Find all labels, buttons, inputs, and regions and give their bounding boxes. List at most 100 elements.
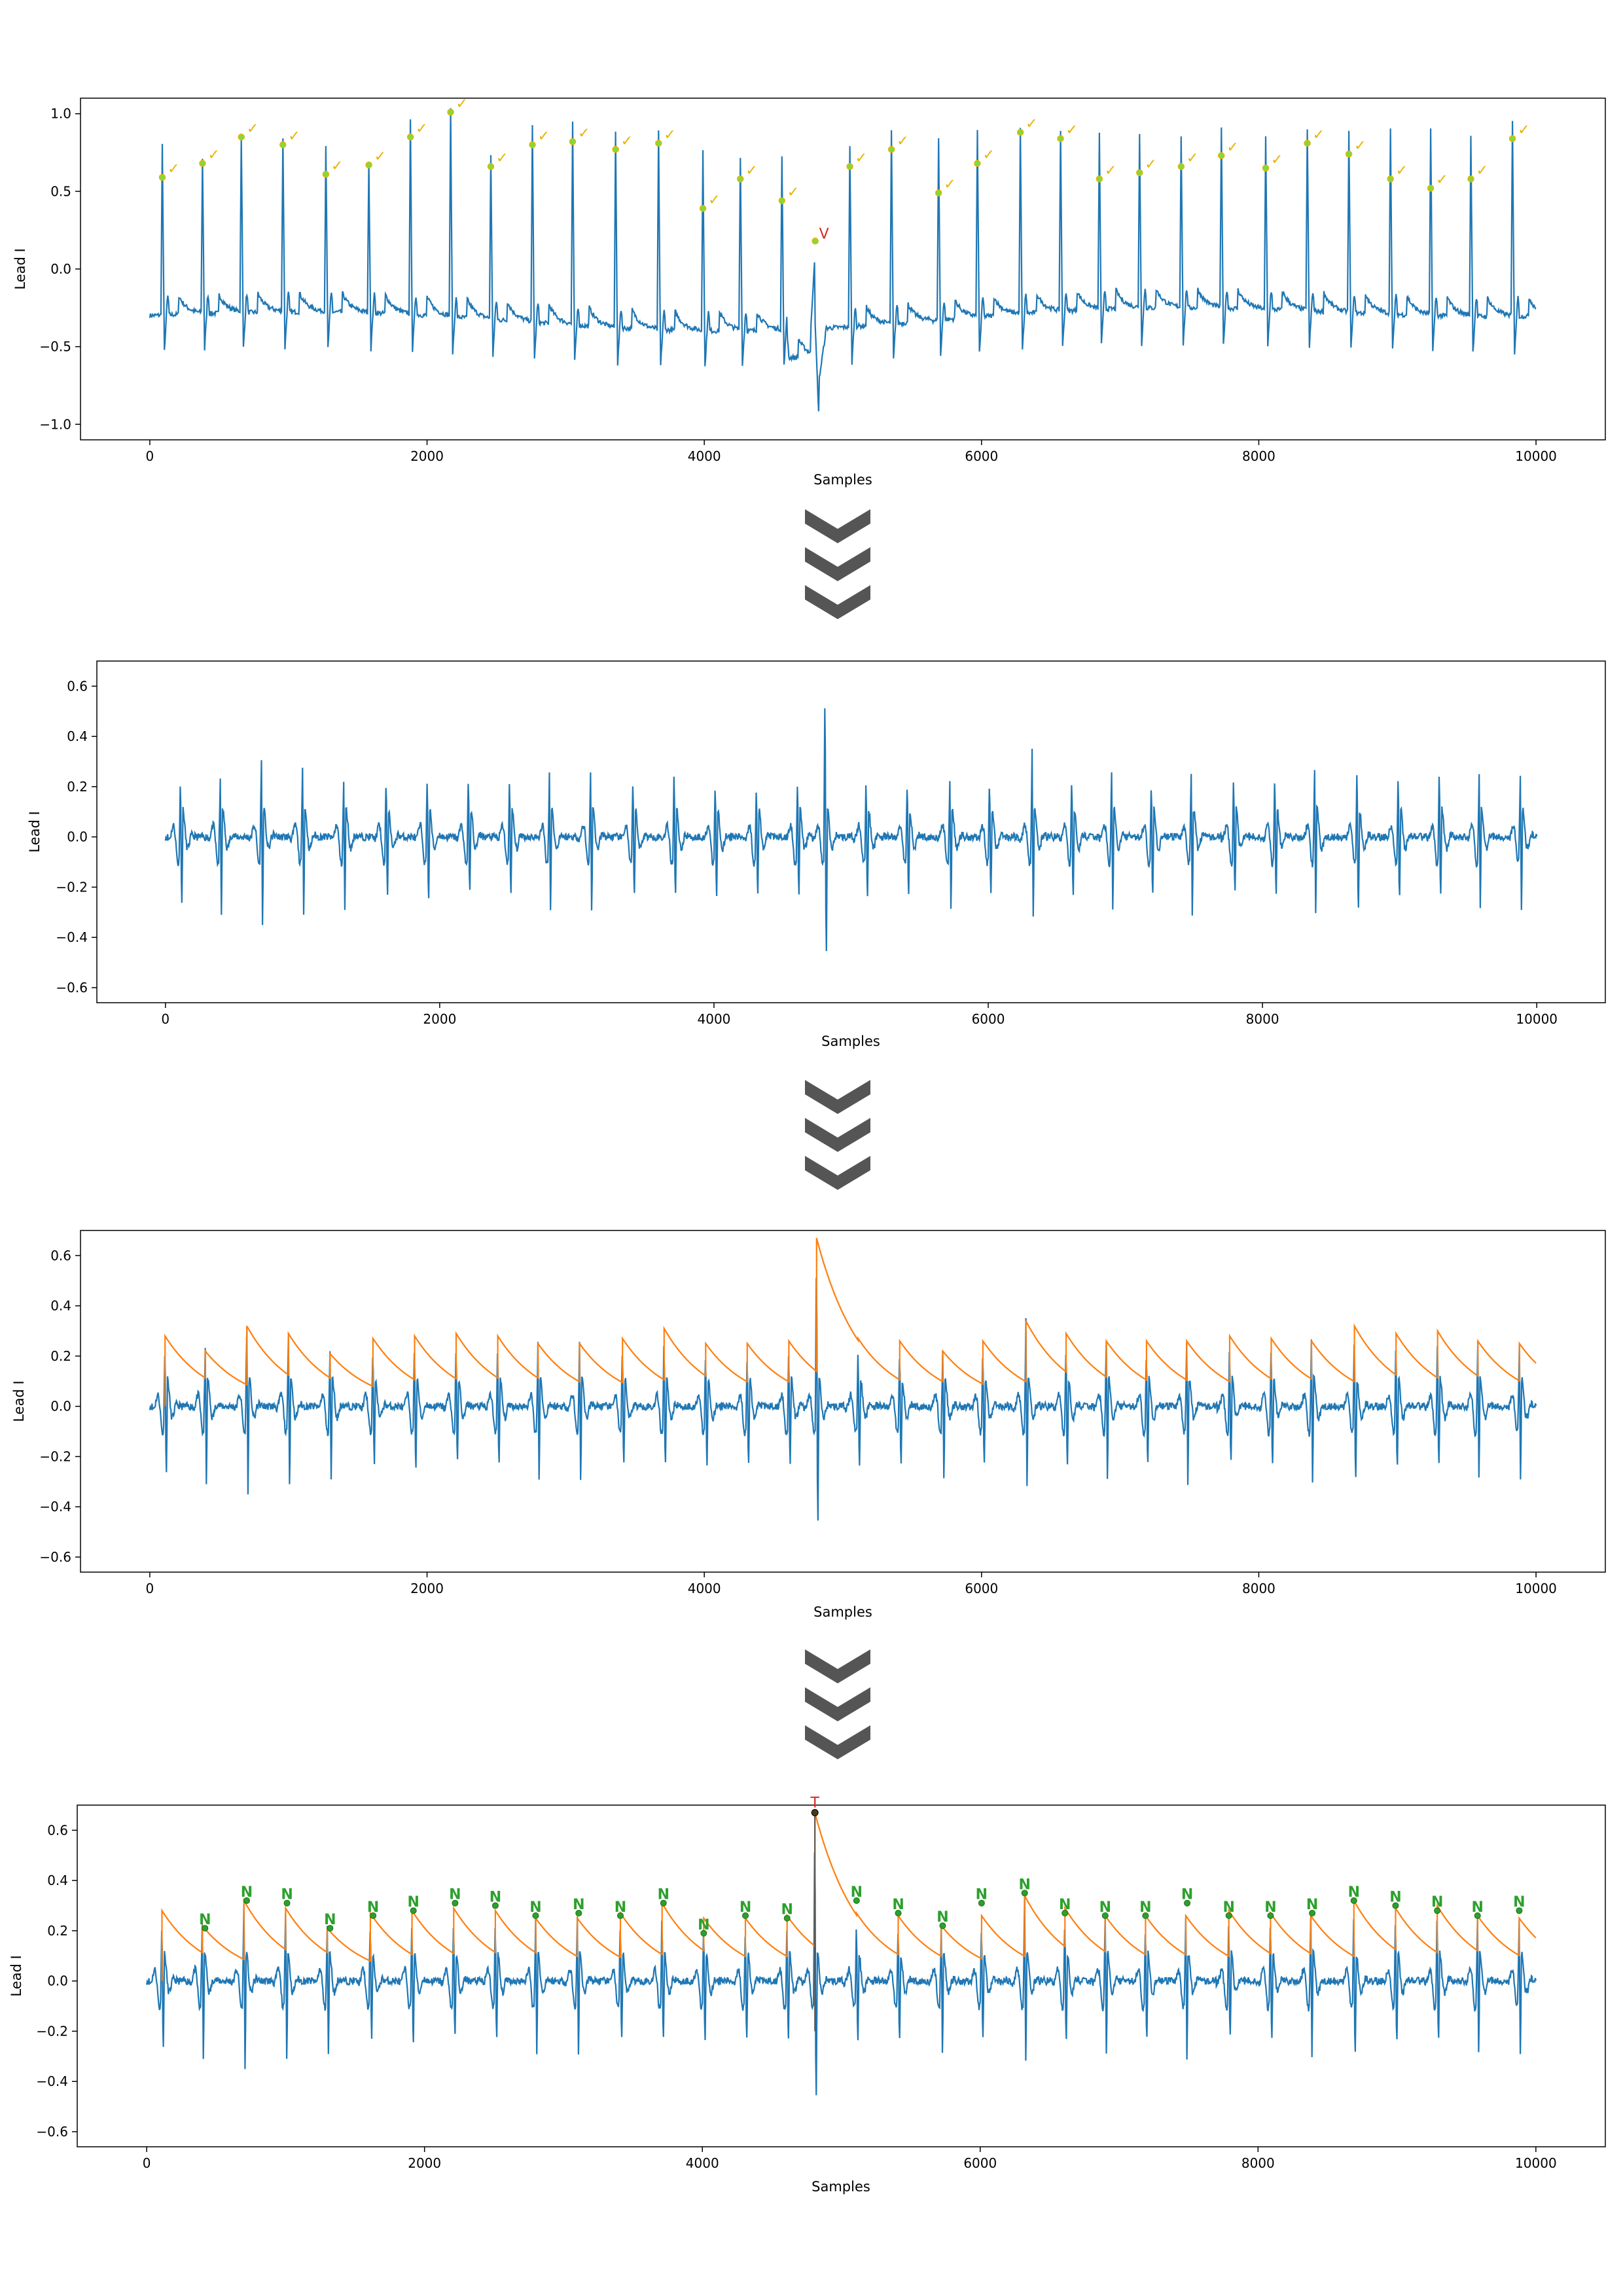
beat-marker (887, 146, 895, 153)
beat-label: ✓ (1354, 137, 1366, 154)
beat-label: ✓ (374, 149, 386, 165)
x-tick-label: 4000 (688, 1581, 721, 1596)
beat-marker (1177, 163, 1185, 170)
envelope-line (164, 1238, 1537, 1407)
beat-marker (1184, 1899, 1191, 1907)
beat-label: ✓ (982, 147, 994, 164)
x-tick-label: 8000 (1246, 1011, 1279, 1027)
beat-marker (1345, 151, 1353, 158)
y-tick-label: −0.4 (39, 1499, 71, 1515)
beat-marker (283, 1899, 291, 1907)
beat-marker (569, 138, 577, 145)
beat-marker (660, 1899, 667, 1907)
beat-label: N (936, 1909, 948, 1926)
beat-label: ✓ (1396, 162, 1408, 179)
beat-marker (1427, 185, 1435, 192)
beat-label: ✓ (897, 133, 908, 149)
beat-label: ✓ (1105, 162, 1116, 179)
beat-label: ✓ (1313, 127, 1325, 143)
beat-marker (1061, 1910, 1069, 1917)
beat-label: ✓ (331, 158, 343, 174)
beat-label: N (1099, 1899, 1111, 1916)
beat-marker (1508, 135, 1516, 142)
beat-label: ✓ (1186, 150, 1198, 166)
y-tick-label: −0.4 (56, 929, 88, 945)
y-tick-label: −0.6 (56, 980, 88, 996)
beat-marker (243, 1897, 250, 1904)
beat-marker (202, 1925, 209, 1932)
beat-label: ✓ (1436, 172, 1448, 188)
beat-marker (699, 205, 707, 212)
plot-frame (96, 660, 1606, 1003)
beat-marker (1225, 1912, 1232, 1919)
y-tick-label: −0.6 (39, 1549, 71, 1565)
x-axis-label: Samples (812, 2179, 870, 2195)
y-tick-label: 0.2 (67, 779, 88, 795)
y-tick-label: −1.0 (39, 416, 71, 432)
y-tick-label: −0.5 (39, 339, 71, 355)
beat-marker (370, 1912, 377, 1919)
beat-marker (1350, 1897, 1357, 1904)
beat-label: N (367, 1899, 379, 1916)
beat-label: ✓ (1271, 152, 1283, 168)
y-axis-label: Lead I (12, 248, 28, 289)
beat-label: N (529, 1899, 541, 1916)
y-axis-label: Lead I (9, 1955, 24, 1996)
x-tick-label: 8000 (1242, 1581, 1275, 1596)
beat-label: N (573, 1897, 584, 1913)
beat-marker (238, 134, 245, 141)
beat-marker (1101, 1912, 1109, 1919)
filtered-signal-line (149, 1278, 1537, 1521)
y-tick-label: −0.2 (39, 1448, 71, 1464)
ectopic-marker (811, 1809, 819, 1817)
beat-marker (778, 197, 786, 204)
beat-label: N (281, 1887, 293, 1903)
beat-label: ✓ (578, 125, 590, 141)
beat-marker (1142, 1912, 1149, 1919)
beat-label: N (1431, 1894, 1443, 1910)
beat-marker (939, 1922, 946, 1929)
y-tick-label: −0.6 (36, 2124, 68, 2140)
y-axis-label: Lead I (11, 1380, 27, 1422)
beat-marker (655, 139, 662, 147)
beat-marker (199, 160, 206, 167)
beat-label: ✓ (855, 150, 867, 166)
y-tick-label: −0.2 (36, 2023, 68, 2039)
beat-marker (1016, 128, 1024, 136)
filtered-signal-line (164, 708, 1538, 952)
x-tick-label: 4000 (698, 1011, 731, 1027)
beat-label: ✓ (1066, 122, 1078, 139)
beat-marker (1516, 1907, 1523, 1914)
y-tick-label: 1.0 (50, 106, 71, 122)
beat-marker (447, 109, 454, 116)
beat-marker (616, 1912, 624, 1919)
beat-label: ✓ (621, 133, 633, 149)
ecg-signal-line (149, 108, 1537, 412)
beat-marker (1467, 175, 1474, 183)
axis-ticks: 0 2000 4000 6000 8000 10000 −0.6 −0.4 −0.2 0.0 0.2… (56, 678, 1558, 1027)
beat-marker (1057, 135, 1064, 142)
beat-marker (158, 173, 166, 181)
plot-frame (77, 1804, 1606, 2147)
x-tick-label: 2000 (423, 1011, 456, 1027)
beat-label: ✓ (1026, 116, 1037, 132)
x-tick-label: 4000 (686, 2155, 719, 2171)
beat-marker (410, 1907, 417, 1914)
beat-marker (1474, 1912, 1481, 1919)
beat-marker (1267, 1912, 1274, 1919)
y-tick-label: 0.6 (67, 678, 88, 694)
y-tick-label: 0.4 (67, 728, 88, 744)
beat-marker (529, 141, 536, 149)
x-axis-label: Samples (821, 1033, 880, 1049)
beat-label: N (892, 1897, 904, 1913)
beat-marker (279, 141, 287, 149)
beat-label: ✓ (1518, 122, 1529, 139)
plot-area: N N N N N N N N N N N N N N N N N N N N N N N N N N N N N N N N T (146, 1795, 1537, 2096)
beat-marker (365, 161, 372, 169)
y-tick-label: 0.0 (50, 1399, 71, 1414)
y-tick-label: −0.4 (36, 2073, 68, 2089)
x-tick-label: 8000 (1241, 2155, 1275, 2171)
beat-marker (737, 175, 744, 183)
y-axis-label: Lead I (27, 811, 43, 852)
